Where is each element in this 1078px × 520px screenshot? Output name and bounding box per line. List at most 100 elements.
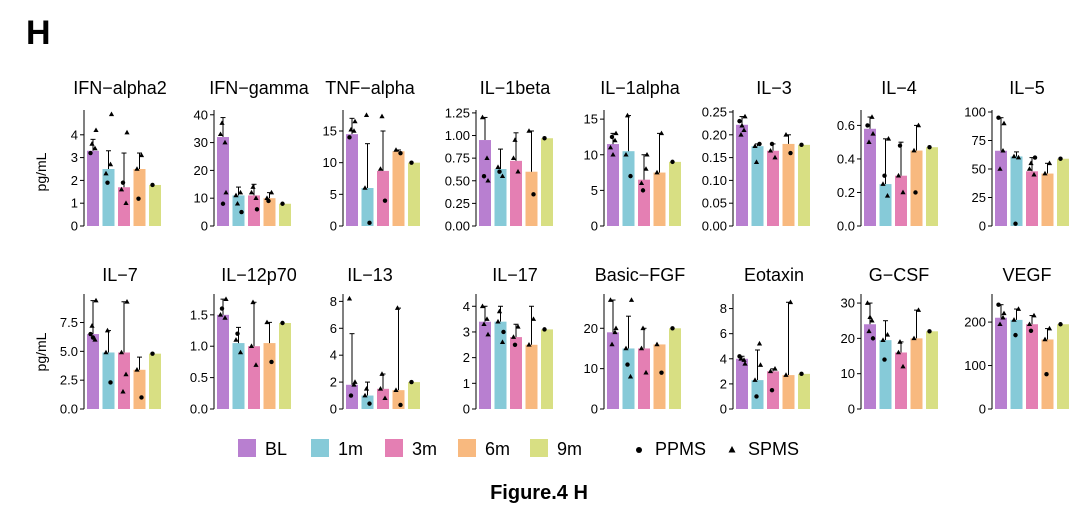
bar-1m xyxy=(494,169,507,226)
point-spms xyxy=(103,349,109,355)
point-spms xyxy=(223,189,229,195)
point-spms xyxy=(219,120,225,125)
bar-3m xyxy=(1026,171,1038,226)
y-tick-label: 4 xyxy=(71,127,78,142)
point-ppms xyxy=(1032,155,1038,160)
bar-1m xyxy=(102,352,115,409)
point-spms xyxy=(479,114,486,120)
point-spms xyxy=(895,349,902,355)
bar-BL xyxy=(995,150,1007,226)
point-spms xyxy=(638,180,645,186)
bar-1m xyxy=(361,395,374,409)
point-spms xyxy=(757,362,764,367)
bar-9m xyxy=(541,138,553,226)
y-tick-label: 25 xyxy=(972,190,986,205)
y-tick-label: 20 xyxy=(841,331,855,346)
point-spms xyxy=(1011,153,1017,159)
panel-title: IL−13 xyxy=(347,265,393,285)
point-spms xyxy=(222,139,228,145)
bar-9m xyxy=(149,353,161,409)
point-spms xyxy=(624,112,631,118)
point-spms xyxy=(346,295,353,301)
y-tick-label: 0 xyxy=(720,402,727,417)
bar-3m xyxy=(118,187,130,226)
point-spms xyxy=(767,147,774,153)
panel-7: IL−4 0.0 0.2 0.4 0.6 xyxy=(837,78,938,234)
point-ppms xyxy=(996,302,1001,307)
point-spms xyxy=(787,299,794,305)
y-tick-label: 1.25 xyxy=(445,105,470,120)
point-spms xyxy=(134,366,140,372)
point-spms xyxy=(738,132,744,137)
panel-title: G−CSF xyxy=(869,265,930,285)
panel-3: TNF−alpha 0 5 10 15 xyxy=(323,78,420,234)
y-axis-label: pg/mL xyxy=(33,332,49,371)
panel-title: IL−1beta xyxy=(480,78,552,98)
point-spms xyxy=(515,168,521,174)
y-tick-label: 0.0 xyxy=(190,402,208,417)
y-tick-label: 20 xyxy=(584,321,598,336)
bar-6m xyxy=(782,375,795,409)
point-spms xyxy=(741,127,747,133)
point-ppms xyxy=(882,173,887,178)
point-spms xyxy=(362,392,368,398)
point-spms xyxy=(1031,312,1037,318)
point-spms xyxy=(997,321,1003,327)
point-spms xyxy=(610,151,616,157)
panel-4: IL−1beta 0.00 0.25 0.50 0.75 1.00 1.25 xyxy=(445,78,553,234)
point-spms xyxy=(248,343,255,349)
point-spms xyxy=(756,340,763,346)
point-spms xyxy=(510,155,517,160)
point-ppms xyxy=(542,136,547,141)
point-ppms xyxy=(269,359,274,365)
legend-marker-triangle xyxy=(728,446,736,453)
point-spms xyxy=(752,377,758,382)
point-spms xyxy=(654,341,660,347)
y-tick-label: 7.5 xyxy=(60,315,78,330)
y-tick-label: 0 xyxy=(201,219,208,234)
y-tick-label: 0 xyxy=(71,219,78,234)
bar-9m xyxy=(541,329,553,409)
point-ppms xyxy=(120,180,126,185)
point-spms xyxy=(118,186,125,192)
y-tick-label: 0 xyxy=(330,402,337,417)
panel-15: G−CSF 0 10 20 30 xyxy=(841,265,938,417)
y-tick-label: 0.15 xyxy=(702,150,727,165)
point-spms xyxy=(217,312,224,317)
panel-10: IL−12p70 0.0 0.5 1.0 1.5 xyxy=(190,265,297,417)
y-tick-label: 0.20 xyxy=(702,127,727,142)
point-spms xyxy=(222,315,228,320)
legend-marker-label: SPMS xyxy=(748,439,799,459)
point-spms xyxy=(250,184,256,189)
point-spms xyxy=(643,166,649,171)
panel-title: VEGF xyxy=(1002,265,1051,285)
y-tick-label: 0.25 xyxy=(702,105,727,120)
point-spms xyxy=(1026,321,1033,327)
point-ppms xyxy=(398,402,403,408)
y-tick-label: 3 xyxy=(71,150,78,165)
point-spms xyxy=(658,130,665,136)
bar-3m xyxy=(510,337,522,409)
point-spms xyxy=(223,296,229,301)
panel-title: Basic−FGF xyxy=(595,265,686,285)
point-spms xyxy=(900,363,906,369)
point-ppms xyxy=(254,207,260,212)
point-spms xyxy=(1046,325,1053,331)
point-ppms xyxy=(219,306,225,311)
panel-title: TNF−alpha xyxy=(325,78,416,98)
bar-BL xyxy=(864,324,876,409)
bar-BL xyxy=(607,144,619,226)
bar-BL xyxy=(736,358,748,409)
point-ppms xyxy=(799,371,804,377)
y-tick-label: 0 xyxy=(848,402,855,417)
point-spms xyxy=(93,127,99,133)
point-spms xyxy=(640,325,646,331)
point-ppms xyxy=(409,160,414,165)
bar-6m xyxy=(653,344,666,409)
point-ppms xyxy=(670,159,675,165)
bar-9m xyxy=(279,203,291,226)
point-spms xyxy=(866,139,872,144)
point-spms xyxy=(638,345,645,351)
point-ppms xyxy=(88,150,93,156)
y-tick-label: 75 xyxy=(972,133,986,148)
